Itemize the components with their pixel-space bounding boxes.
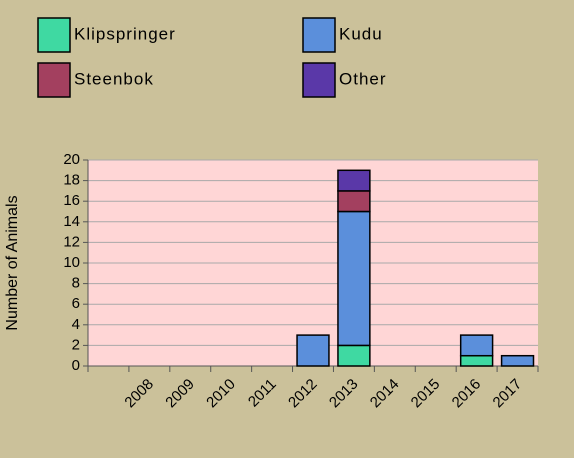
y-tick-label: 2 bbox=[72, 336, 80, 353]
y-tick-label: 12 bbox=[63, 233, 80, 250]
legend-label: Steenbok bbox=[74, 69, 154, 88]
bar-segment bbox=[337, 344, 371, 367]
y-tick-label: 20 bbox=[63, 151, 80, 168]
legend-swatch bbox=[302, 62, 336, 98]
bar-segment bbox=[337, 169, 371, 192]
legend-swatch bbox=[37, 62, 71, 98]
legend-label: Klipspringer bbox=[74, 24, 176, 43]
y-tick-label: 18 bbox=[63, 172, 80, 189]
y-tick-label: 8 bbox=[72, 275, 80, 292]
legend-label: Kudu bbox=[339, 24, 383, 43]
y-tick-label: 6 bbox=[72, 295, 80, 312]
bar-segment bbox=[296, 334, 330, 367]
y-tick-label: 14 bbox=[63, 213, 80, 230]
legend-swatch bbox=[302, 17, 336, 53]
y-tick-label: 16 bbox=[63, 192, 80, 209]
bar-segment bbox=[459, 354, 494, 367]
y-tick-label: 0 bbox=[72, 357, 80, 374]
y-tick-label: 10 bbox=[63, 254, 80, 271]
bar-segment bbox=[500, 354, 535, 367]
bar-segment bbox=[459, 334, 494, 357]
legend-swatch bbox=[37, 17, 71, 53]
y-tick-label: 4 bbox=[72, 316, 80, 333]
legend-label: Other bbox=[339, 69, 387, 88]
bar-segment bbox=[337, 210, 371, 347]
bar-segment bbox=[337, 190, 371, 213]
y-axis-label: Number of Animals bbox=[4, 195, 21, 330]
